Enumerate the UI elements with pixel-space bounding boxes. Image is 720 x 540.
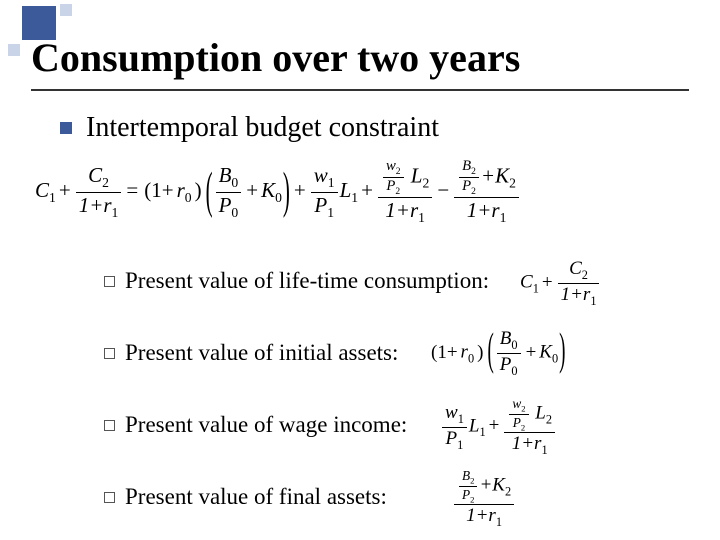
level2-text: Present value of final assets: <box>125 484 387 510</box>
inline-equation: w1P1L1+w2P2 L21+r1 <box>440 396 557 458</box>
hollow-square-icon <box>104 492 115 503</box>
square-bullet-icon <box>60 122 72 134</box>
bullet-level2: Present value of wage income: <box>104 412 407 438</box>
inline-equation: (1+r0)(B0P0+K0) <box>428 328 566 379</box>
inline-equation: B2P2+K21+r1 <box>452 468 516 530</box>
hollow-square-icon <box>104 420 115 431</box>
bullet-level2: Present value of final assets: <box>104 484 387 510</box>
level2-text: Present value of initial assets: <box>125 340 398 366</box>
hollow-square-icon <box>104 276 115 287</box>
bullet-level2: Present value of life-time consumption: <box>104 268 489 294</box>
title-underline <box>31 89 689 91</box>
hollow-square-icon <box>104 348 115 359</box>
slide-title: Consumption over two years <box>31 34 520 81</box>
level2-text: Present value of life-time consumption: <box>125 268 489 294</box>
bullet-level2: Present value of initial assets: <box>104 340 398 366</box>
level1-text: Intertemporal budget constraint <box>86 112 439 144</box>
level2-text: Present value of wage income: <box>125 412 407 438</box>
bullet-level1: Intertemporal budget constraint <box>60 112 439 144</box>
main-equation: C1+C21+r1=(1+r0)(B0P0+K0)+w1P1L1+w2P2 L2… <box>35 158 521 226</box>
inline-equation: C1+C21+r1 <box>520 258 601 309</box>
